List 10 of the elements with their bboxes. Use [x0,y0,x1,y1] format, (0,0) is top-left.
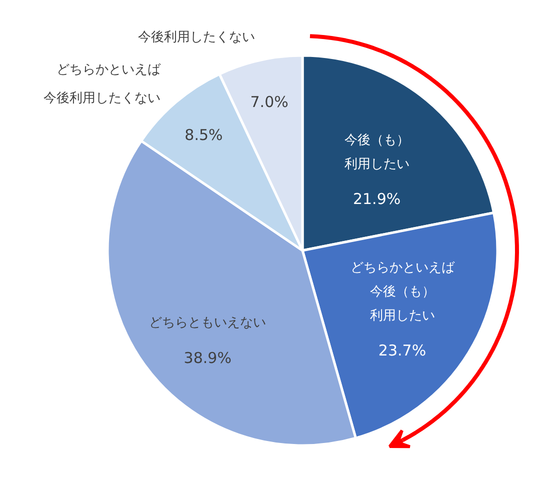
data-label: 8.5% [184,126,223,144]
slice-label: 今後利用したくない [138,30,255,45]
slice-label: どちらともいえない [149,316,266,331]
slice-label: 今後（も）利用したい [344,132,410,172]
slice-label: どちらかといえば今後利用したくない [44,62,162,106]
data-label: 38.9% [184,348,232,367]
data-label: 7.0% [250,93,288,112]
data-label: 21.9% [352,190,401,208]
slice-label: どちらかといえば今後（も）利用したい [350,260,456,324]
data-label: 23.7% [378,342,426,360]
